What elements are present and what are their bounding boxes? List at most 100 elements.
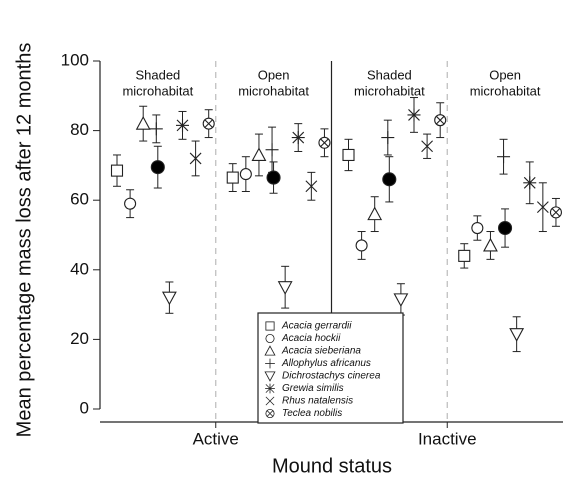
panel-label: Shaded bbox=[135, 67, 180, 82]
marker bbox=[381, 131, 395, 145]
marker bbox=[149, 122, 163, 136]
legend-marker bbox=[264, 345, 276, 356]
marker bbox=[251, 147, 267, 162]
marker-stroke bbox=[435, 115, 445, 125]
marker bbox=[434, 114, 447, 127]
marker bbox=[382, 172, 397, 187]
legend-box bbox=[257, 312, 404, 424]
x-axis-label: Mound status bbox=[272, 455, 392, 477]
panel-label: microhabitat bbox=[122, 83, 193, 98]
marker-shape bbox=[355, 239, 368, 252]
marker-shape bbox=[135, 115, 151, 130]
marker-shape bbox=[497, 220, 513, 236]
marker-stroke bbox=[305, 180, 318, 193]
marker-stroke bbox=[523, 176, 536, 189]
marker-shape bbox=[124, 197, 137, 210]
marker bbox=[536, 201, 549, 214]
marker-shape bbox=[265, 321, 275, 331]
marker bbox=[189, 152, 202, 165]
y-tick-label: 60 bbox=[70, 190, 89, 209]
marker bbox=[421, 140, 433, 153]
marker-stroke bbox=[421, 140, 433, 153]
marker bbox=[407, 108, 421, 122]
marker-stroke bbox=[265, 396, 275, 406]
marker-stroke bbox=[204, 119, 213, 128]
marker bbox=[549, 206, 563, 219]
legend-label: Rhus natalensis bbox=[282, 396, 353, 407]
marker-shape bbox=[483, 237, 498, 252]
marker-shape bbox=[264, 371, 276, 382]
marker-shape bbox=[226, 171, 239, 184]
marker-shape bbox=[393, 293, 409, 308]
marker-shape bbox=[265, 333, 275, 344]
marker bbox=[265, 143, 279, 157]
y-tick-label: 80 bbox=[70, 120, 89, 139]
panel-label: Open bbox=[258, 67, 290, 82]
legend-label: Teclea nobilis bbox=[282, 408, 342, 419]
marker bbox=[202, 117, 215, 130]
marker bbox=[471, 221, 484, 235]
marker bbox=[305, 180, 318, 193]
panel-label: Open bbox=[489, 67, 521, 82]
legend-marker bbox=[265, 333, 275, 344]
marker-stroke bbox=[189, 152, 202, 165]
y-tick-label: 0 bbox=[80, 398, 89, 417]
marker bbox=[124, 197, 137, 210]
marker bbox=[161, 291, 177, 306]
marker bbox=[497, 150, 511, 164]
marker-shape bbox=[150, 160, 165, 175]
marker-shape bbox=[471, 221, 484, 235]
legend-label: Dichrostachys cinerea bbox=[282, 371, 381, 382]
legend-marker bbox=[264, 371, 276, 382]
marker-stroke bbox=[176, 119, 189, 132]
x-tick-label: Inactive bbox=[418, 429, 477, 448]
marker-shape bbox=[277, 281, 293, 295]
marker bbox=[523, 176, 537, 190]
marker bbox=[266, 170, 281, 185]
legend-marker bbox=[265, 383, 275, 394]
marker bbox=[509, 328, 525, 342]
marker bbox=[342, 148, 355, 162]
y-tick-label: 20 bbox=[70, 329, 89, 348]
marker-stroke bbox=[320, 138, 329, 148]
marker-shape bbox=[239, 168, 252, 181]
marker-shape bbox=[509, 328, 525, 342]
legend-label: Allophylus africanus bbox=[281, 358, 371, 369]
marker-shape bbox=[266, 170, 281, 185]
marker bbox=[458, 249, 471, 262]
marker-stroke bbox=[266, 410, 274, 417]
marker-shape bbox=[251, 147, 267, 162]
marker-shape bbox=[161, 291, 177, 306]
marker bbox=[110, 164, 124, 177]
legend-marker bbox=[265, 408, 275, 419]
legend-label: Grewia similis bbox=[282, 383, 344, 394]
legend-marker bbox=[265, 321, 275, 331]
marker-shape bbox=[110, 164, 124, 177]
marker bbox=[277, 281, 293, 295]
legend-label: Acacia gerrardii bbox=[281, 321, 352, 332]
y-tick-label: 100 bbox=[61, 50, 89, 69]
marker bbox=[239, 168, 252, 181]
legend-label: Acacia hockii bbox=[281, 333, 341, 344]
marker bbox=[150, 160, 165, 175]
marker-stroke bbox=[292, 131, 305, 144]
marker-shape bbox=[264, 345, 276, 356]
legend-label: Acacia sieberiana bbox=[281, 346, 361, 357]
panel-label: microhabitat bbox=[470, 83, 541, 98]
marker bbox=[291, 131, 305, 145]
marker-shape bbox=[342, 148, 355, 162]
marker bbox=[393, 293, 409, 308]
y-tick-label: 40 bbox=[70, 259, 89, 278]
marker bbox=[355, 239, 368, 252]
marker bbox=[483, 237, 498, 252]
marker bbox=[176, 118, 189, 132]
x-tick-label: Active bbox=[193, 429, 239, 448]
marker bbox=[367, 206, 383, 221]
legend-marker bbox=[265, 358, 275, 369]
marker bbox=[226, 171, 239, 184]
marker bbox=[318, 136, 331, 149]
marker-stroke bbox=[265, 384, 275, 393]
marker bbox=[497, 220, 513, 236]
marker-shape bbox=[367, 206, 383, 221]
